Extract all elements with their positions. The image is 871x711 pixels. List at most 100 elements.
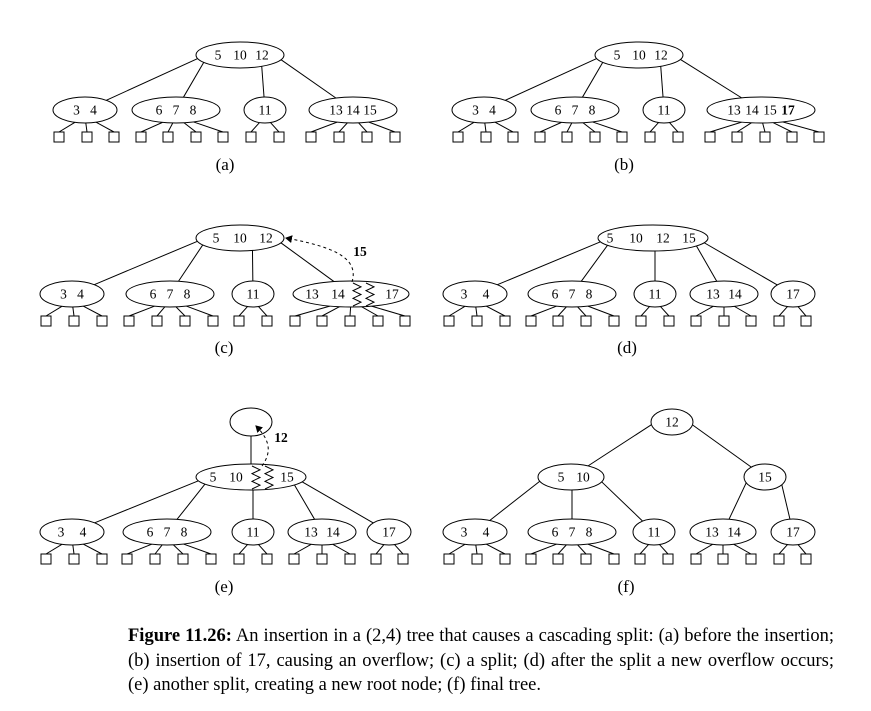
leaf-square	[745, 553, 757, 565]
tree-edge	[280, 242, 335, 282]
leaf-edge	[660, 306, 670, 317]
leaf-edge	[475, 306, 478, 317]
key-12: 12	[654, 48, 668, 63]
leaf-square	[217, 131, 229, 143]
leaf-square	[800, 553, 812, 565]
leaf-edge	[484, 122, 487, 133]
key-6: 6	[555, 103, 562, 118]
leaf-edge	[539, 121, 562, 133]
key-11: 11	[247, 287, 260, 302]
leaf-edge	[258, 544, 268, 555]
leaf-edge	[557, 306, 567, 317]
leaf-square	[452, 131, 464, 143]
key-8: 8	[586, 525, 593, 540]
leaf-edge	[592, 121, 623, 133]
panel-label: (f)	[618, 577, 635, 596]
node	[308, 96, 398, 124]
leaf-edge	[448, 305, 466, 317]
leaf-square	[96, 315, 108, 327]
leaf-edge	[530, 305, 557, 317]
tree-edge	[601, 481, 643, 522]
promote-arrow	[285, 235, 354, 283]
leaf-edge	[58, 121, 76, 133]
key-4: 4	[483, 525, 490, 540]
key-12: 12	[255, 48, 269, 63]
panel-a: 5 10 12 3 4 6 7 8 11 13 14 15 (a)	[52, 41, 401, 174]
key-6: 6	[147, 525, 154, 540]
leaf-edge	[361, 306, 379, 317]
leaf-edge	[371, 305, 406, 317]
leaf-square	[261, 315, 273, 327]
key-15: 15	[682, 231, 696, 246]
panel-f: 12 5 10 15 3 4 6 7 8 11 13 14 17 (f)	[442, 408, 816, 596]
key-6: 6	[156, 103, 163, 118]
leaf-edge	[577, 544, 587, 555]
key-3: 3	[58, 525, 65, 540]
key-14: 14	[346, 103, 360, 118]
key-7: 7	[167, 287, 174, 302]
leaf-square	[245, 131, 257, 143]
key-4: 4	[489, 103, 496, 118]
tree-edge	[178, 244, 204, 282]
leaf-edge	[709, 121, 742, 133]
leaf-edge	[193, 121, 224, 133]
tree-edge	[580, 245, 608, 282]
leaf-edge	[156, 306, 166, 317]
leaf-square	[499, 315, 511, 327]
key-10: 10	[233, 231, 247, 246]
tree-edge	[301, 481, 374, 524]
leaf-edge	[448, 543, 466, 555]
key-12: 12	[656, 231, 670, 246]
leaf-edge	[375, 544, 385, 555]
leaf-edge	[250, 122, 260, 133]
leaf-square	[361, 131, 373, 143]
node	[52, 96, 118, 124]
leaf-edge	[167, 122, 174, 133]
leaf-square	[580, 553, 592, 565]
tree-edge	[692, 424, 752, 468]
leaf-edge	[649, 122, 659, 133]
leaf-square	[663, 315, 675, 327]
leaf-square	[273, 131, 285, 143]
node	[633, 280, 677, 308]
tree-edge	[505, 58, 597, 101]
key-13: 13	[329, 103, 343, 118]
leaf-square	[135, 131, 147, 143]
node	[122, 518, 212, 546]
key-5: 5	[210, 470, 217, 485]
key-10: 10	[576, 470, 590, 485]
split-mark	[364, 282, 376, 307]
leaf-square	[552, 315, 564, 327]
key-11: 11	[247, 525, 260, 540]
key-5: 5	[213, 231, 220, 246]
leaf-square	[397, 553, 409, 565]
key-8: 8	[589, 103, 596, 118]
key-3: 3	[472, 103, 479, 118]
node	[366, 518, 412, 546]
node	[442, 518, 508, 546]
leaf-edge	[154, 544, 163, 555]
leaf-square	[800, 315, 812, 327]
key-5: 5	[607, 231, 614, 246]
key-15: 15	[758, 470, 772, 485]
caption-label: Figure 11.26:	[128, 626, 232, 646]
leaf-square	[634, 553, 646, 565]
tree-edge	[660, 66, 664, 98]
leaf-square	[344, 315, 356, 327]
key-11: 11	[658, 103, 671, 118]
key-11: 11	[649, 287, 662, 302]
key-6: 6	[552, 525, 559, 540]
leaf-edge	[45, 543, 63, 555]
leaf-square	[644, 131, 656, 143]
leaf-edge	[566, 122, 573, 133]
leaf-square	[690, 315, 702, 327]
split-mark	[351, 282, 363, 307]
leaf-square	[121, 553, 133, 565]
leaf-edge	[782, 121, 820, 133]
key-11: 11	[648, 525, 661, 540]
tree-edge	[280, 59, 337, 99]
leaf-square	[316, 315, 328, 327]
leaf-square	[704, 131, 716, 143]
leaf-square	[662, 553, 674, 565]
node	[743, 463, 787, 491]
